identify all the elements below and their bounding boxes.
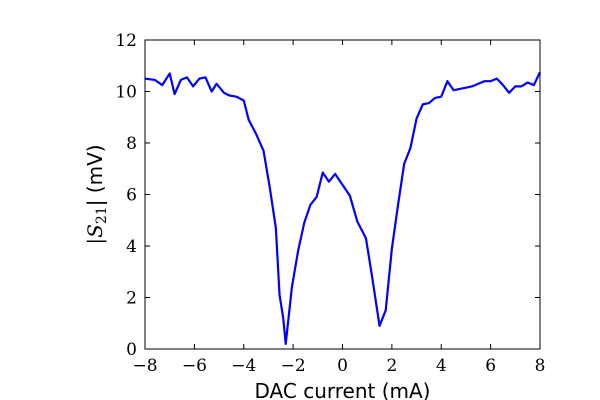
series-line-0	[144, 71, 541, 345]
y-tick-label: 10	[115, 83, 137, 103]
y-tick-label: 2	[126, 289, 137, 309]
x-tick-label: 8	[535, 356, 546, 376]
y-axis-label-close: | (mV)	[83, 144, 107, 206]
y-axis-label-open: |	[83, 238, 108, 245]
x-tick-label: −8	[132, 356, 157, 376]
y-tick-label: 8	[126, 134, 137, 154]
x-tick-label: −6	[182, 356, 207, 376]
y-axis-label-subscript: 21	[94, 206, 110, 224]
y-tick-label: 12	[115, 31, 137, 51]
x-tick-label: 6	[485, 356, 496, 376]
plot-area	[144, 71, 541, 345]
y-tick-label: 4	[126, 237, 137, 257]
tick-marks	[144, 39, 541, 350]
y-axis-label: |S21| (mV)	[83, 144, 110, 244]
x-tick-label: 4	[436, 356, 447, 376]
x-tick-label: −4	[231, 356, 256, 376]
x-axis-label: DAC current (mA)	[255, 379, 431, 400]
y-tick-label: 0	[126, 340, 137, 360]
x-tick-label: −2	[281, 356, 306, 376]
x-tick-labels: −8 −6 −4 −2 0 2 4 6 8	[132, 356, 545, 376]
x-tick-label: 0	[337, 356, 348, 376]
y-tick-labels: 0 2 4 6 8 10 12	[115, 31, 137, 360]
y-tick-label: 6	[126, 186, 137, 206]
y-axis-label-symbol: S	[83, 224, 107, 238]
x-tick-label: 2	[386, 356, 397, 376]
